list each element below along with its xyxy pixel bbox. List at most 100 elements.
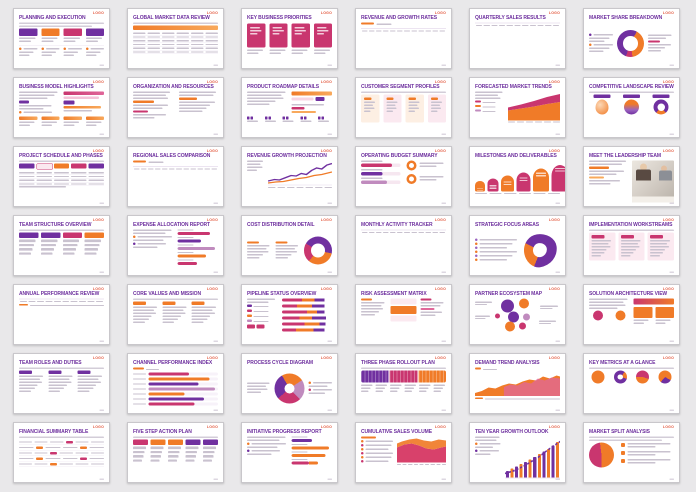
arch-line (536, 175, 546, 177)
column (191, 301, 218, 325)
chip (133, 100, 154, 103)
slide-thumbnail-14[interactable]: LOGO REGIONAL SALES COMPARISON (127, 146, 224, 207)
cell-line (88, 179, 104, 181)
slide-thumbnail-18[interactable]: LOGO MEET THE LEADERSHIP TEAM (583, 146, 680, 207)
stacked-hbar (282, 298, 332, 302)
slide-thumbnail-16[interactable]: LOGO OPERATING BUDGET SUMMARY (355, 146, 452, 207)
slide-inner: LOGO FORECASTED MARKET TRENDS (470, 78, 565, 137)
slide-logo: LOGO (92, 11, 104, 16)
chip (133, 367, 144, 370)
text-line (419, 162, 444, 164)
slide-thumbnail-4[interactable]: LOGO REVENUE AND GROWTH RATES (355, 8, 452, 69)
slide-thumbnail-42[interactable]: LOGO MARKET SPLIT ANALYSIS (583, 422, 680, 483)
text-line (48, 381, 72, 383)
slide-thumbnail-10[interactable]: LOGO CUSTOMER SEGMENT PROFILES (355, 77, 452, 138)
slide-thumbnail-29[interactable]: LOGO PARTNER ECOSYSTEM MAP (469, 284, 566, 345)
chip (36, 457, 44, 460)
chip (63, 91, 104, 95)
column (247, 382, 271, 395)
slide-thumbnail-39[interactable]: LOGO INITIATIVE PROGRESS REPORT (241, 422, 338, 483)
slide-thumbnail-6[interactable]: LOGO MARKET SHARE BREAKDOWN (583, 8, 680, 69)
text-line (648, 46, 666, 49)
slide-thumbnail-8[interactable]: LOGO ORGANIZATION AND RESOURCES (127, 77, 224, 138)
text-line (179, 104, 211, 106)
slide-thumbnail-35[interactable]: LOGO DEMAND TREND ANALYSIS (469, 353, 566, 414)
slide-inner: LOGO PARTNER ECOSYSTEM MAP (470, 285, 565, 344)
text-line (627, 459, 671, 461)
slide-thumbnail-21[interactable]: LOGO COST DISTRIBUTION DETAIL (241, 215, 338, 276)
slide-thumbnail-22[interactable]: LOGO MONTHLY ACTIVITY TRACKER (355, 215, 452, 276)
cell-line (34, 452, 48, 454)
slide-thumbnail-38[interactable]: LOGO FIVE STEP ACTION PLAN (127, 422, 224, 483)
slide-thumbnail-17[interactable]: LOGO MILESTONES AND DELIVERABLES (469, 146, 566, 207)
slide-thumbnail-2[interactable]: LOGO GLOBAL MARKET DATA REVIEW (127, 8, 224, 69)
x-label (533, 193, 546, 195)
slide-thumbnail-13[interactable]: LOGO PROJECT SCHEDULE AND PHASES (13, 146, 110, 207)
chip (48, 370, 62, 374)
slide-thumbnail-37[interactable]: LOGO FINANCIAL SUMMARY TABLE (13, 422, 110, 483)
slide-thumbnail-19[interactable]: LOGO TEAM STRUCTURE OVERVIEW (13, 215, 110, 276)
slide-thumbnail-26[interactable]: LOGO CORE VALUES AND MISSION (127, 284, 224, 345)
slide-thumbnail-33[interactable]: LOGO PROCESS CYCLE DIAGRAM (241, 353, 338, 414)
slide-thumbnail-5[interactable]: LOGO QUARTERLY SALES RESULTS (469, 8, 566, 69)
slide-thumbnail-7[interactable]: LOGO BUSINESS MODEL HIGHLIGHTS (13, 77, 110, 138)
x-label (514, 25, 521, 26)
slide-thumbnail-32[interactable]: LOGO CHANNEL PERFORMANCE INDEX (127, 353, 224, 414)
text-lines (589, 298, 630, 309)
slide-thumbnail-3[interactable]: LOGO KEY BUSINESS PRIORITIES (241, 8, 338, 69)
slide-title: PLANNING AND EXECUTION (19, 15, 86, 21)
legend-line (483, 368, 497, 370)
x-label (413, 464, 418, 465)
column (404, 384, 418, 394)
column (313, 23, 332, 56)
x-label (376, 30, 382, 32)
slide-thumbnail-15[interactable]: LOGO REVENUE GROWTH PROJECTION (241, 146, 338, 207)
bubble-label (475, 301, 492, 303)
text-line (479, 255, 513, 257)
slide-page-marker (669, 271, 674, 273)
bullet-dot (308, 388, 311, 391)
text-line (648, 37, 667, 39)
text-line (589, 160, 627, 162)
bullet-dot (475, 238, 478, 241)
slide-thumbnail-1[interactable]: LOGO PLANNING AND EXECUTION (13, 8, 110, 69)
vbars-content (19, 298, 104, 341)
chip (390, 315, 417, 322)
text-line (19, 22, 104, 24)
slide-thumbnail-25[interactable]: LOGO ANNUAL PERFORMANCE REVIEW (13, 284, 110, 345)
hbar-segment (319, 322, 326, 326)
slide-thumbnail-28[interactable]: LOGO RISK ASSESSMENT MATRIX (355, 284, 452, 345)
row (361, 456, 393, 459)
slide-thumbnail-23[interactable]: LOGO STRATEGIC FOCUS AREAS (469, 215, 566, 276)
hbar (148, 382, 199, 386)
slide-thumbnail-20[interactable]: LOGO EXPENSE ALLOCATION REPORT (127, 215, 224, 276)
slide-thumbnail-36[interactable]: LOGO KEY METRICS AT A GLANCE (583, 353, 680, 414)
column (19, 91, 60, 116)
text-line (272, 30, 284, 32)
slide-thumbnail-41[interactable]: LOGO TEN YEAR GROWTH OUTLOOK (469, 422, 566, 483)
caption-line (30, 305, 104, 306)
x-label (70, 301, 78, 302)
slide-thumbnail-31[interactable]: LOGO TEAM ROLES AND DUTIES (13, 353, 110, 414)
text-line (247, 97, 284, 99)
x-label (155, 168, 161, 170)
slide-title: CUMULATIVE SALES VOLUME (361, 429, 432, 435)
donut-text-content (589, 23, 674, 65)
cell-line (53, 179, 70, 181)
x-label (87, 301, 95, 302)
text-line (247, 247, 267, 250)
slide-thumbnail-34[interactable]: LOGO THREE PHASE ROLLOUT PLAN (355, 353, 452, 414)
text-line (361, 91, 446, 93)
slide-thumbnail-11[interactable]: LOGO FORECASTED MARKET TRENDS (469, 77, 566, 138)
slide-thumbnail-9[interactable]: LOGO PRODUCT ROADMAP DETAILS (241, 77, 338, 138)
text-line (318, 120, 330, 122)
text-lines (179, 101, 218, 109)
slide-thumbnail-27[interactable]: LOGO PIPELINE STATUS OVERVIEW (241, 284, 338, 345)
slide-thumbnail-30[interactable]: LOGO SOLUTION ARCHITECTURE VIEW (583, 284, 680, 345)
row (19, 451, 105, 456)
slide-thumbnail-12[interactable]: LOGO COMPETITIVE LANDSCAPE REVIEW (583, 77, 680, 138)
slide-logo: LOGO (548, 287, 560, 292)
slide-thumbnail-24[interactable]: LOGO IMPLEMENTATION WORKSTREAMS (583, 215, 680, 276)
x-label (397, 464, 402, 465)
slide-thumbnail-40[interactable]: LOGO CUMULATIVE SALES VOLUME (355, 422, 452, 483)
